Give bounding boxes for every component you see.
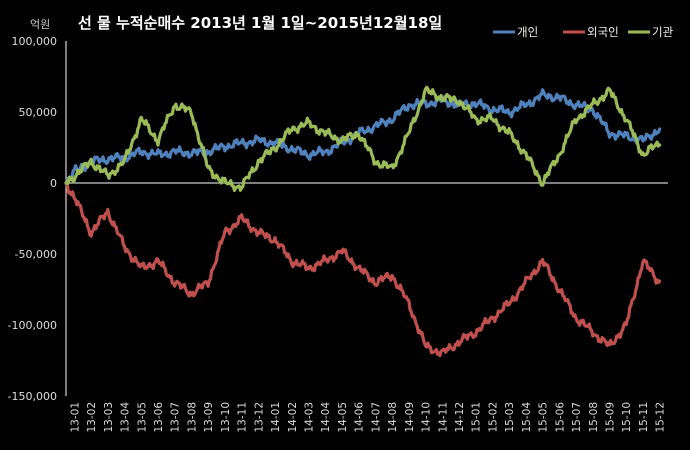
x-tick-label: 14-08 bbox=[387, 402, 399, 433]
series-line-2 bbox=[64, 85, 662, 193]
x-tick-label: 13-02 bbox=[86, 402, 98, 433]
x-tick-label: 15-08 bbox=[588, 402, 600, 433]
x-tick-label: 15-05 bbox=[538, 402, 550, 433]
x-tick-label: 15-03 bbox=[504, 402, 516, 433]
x-tick-label: 14-07 bbox=[370, 402, 382, 433]
x-tick-label: 15-09 bbox=[604, 402, 616, 433]
x-tick-label: 14-03 bbox=[303, 402, 315, 433]
x-tick-label: 15-01 bbox=[471, 402, 483, 433]
x-tick-label: 13-04 bbox=[120, 402, 132, 433]
x-tick-label: 14-12 bbox=[454, 402, 466, 433]
x-tick-label: 14-11 bbox=[437, 402, 449, 433]
y-axis: 100,000 50,000 0 -50,000 -100,000 -150,000 bbox=[8, 35, 57, 403]
y-tick-label: 0 bbox=[50, 177, 57, 190]
x-tick-label: 13-09 bbox=[203, 402, 215, 433]
x-tick-label: 15-10 bbox=[621, 402, 633, 433]
x-tick-label: 14-01 bbox=[270, 402, 282, 433]
chart-title: 선 물 누적순매수 2013년 1월 1일~2015년12월18일 bbox=[78, 14, 442, 32]
x-tick-label: 15-11 bbox=[638, 402, 650, 433]
x-tick-label: 13-07 bbox=[170, 402, 182, 433]
y-unit-label: 억원 bbox=[30, 18, 50, 31]
x-tick-label: 14-09 bbox=[404, 402, 416, 433]
x-tick-label: 15-12 bbox=[655, 402, 667, 433]
y-tick-label: 100,000 bbox=[12, 35, 58, 48]
x-tick-label: 13-11 bbox=[237, 402, 249, 433]
y-tick-label: 50,000 bbox=[19, 106, 58, 119]
y-tick-label: -50,000 bbox=[15, 248, 57, 261]
series-line-1 bbox=[64, 181, 662, 358]
x-tick-label: 14-02 bbox=[287, 402, 299, 433]
x-tick-label: 13-10 bbox=[220, 402, 232, 433]
y-tick-label: -150,000 bbox=[8, 390, 57, 403]
y-tick-label: -100,000 bbox=[8, 319, 57, 332]
x-tick-label: 14-06 bbox=[354, 402, 366, 433]
x-tick-label: 15-02 bbox=[487, 402, 499, 433]
x-tick-label: 13-01 bbox=[69, 402, 81, 433]
series-group bbox=[64, 85, 662, 358]
legend-label: 외국인 bbox=[587, 25, 619, 39]
x-tick-label: 13-12 bbox=[253, 402, 265, 433]
x-tick-label: 14-04 bbox=[320, 402, 332, 433]
x-tick-label: 15-07 bbox=[571, 402, 583, 433]
x-tick-label: 13-06 bbox=[153, 402, 165, 433]
legend: 개인 외국인 기관 bbox=[493, 25, 674, 39]
x-tick-label: 13-03 bbox=[103, 402, 115, 433]
x-axis: 13-01 13-02 13-03 13-04 13-05 13-06 13-07 13-08… bbox=[69, 402, 666, 433]
x-tick-label: 15-04 bbox=[521, 402, 533, 433]
x-tick-label: 15-06 bbox=[554, 402, 566, 433]
x-tick-label: 13-05 bbox=[136, 402, 148, 433]
x-tick-label: 13-08 bbox=[186, 402, 198, 433]
plot-area bbox=[66, 41, 668, 396]
x-tick-label: 14-05 bbox=[337, 402, 349, 433]
legend-label: 개인 bbox=[517, 25, 538, 39]
legend-label: 기관 bbox=[652, 25, 674, 39]
x-tick-label: 14-10 bbox=[421, 402, 433, 433]
